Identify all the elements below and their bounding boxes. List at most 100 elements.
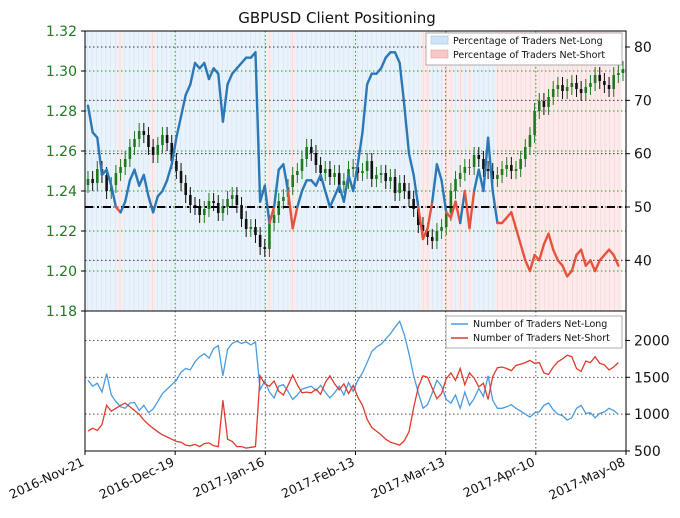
right-tick-label: 1000 [634, 407, 670, 423]
series-net-long-count [87, 319, 619, 421]
price-candle [412, 199, 415, 209]
pct-segment [589, 259, 597, 273]
price-candle [86, 179, 90, 185]
pct-segment [300, 179, 308, 193]
pct-segment [254, 51, 262, 203]
price-candle [230, 195, 234, 199]
price-candle [561, 85, 564, 91]
price-candle [556, 85, 560, 89]
price-candle [528, 135, 532, 147]
price-candle [105, 175, 108, 191]
price-candle [403, 183, 406, 191]
price-candle [189, 195, 192, 205]
price-candle [421, 225, 425, 231]
price-candle [156, 145, 160, 155]
price-candle [617, 73, 620, 75]
price-candle [537, 101, 541, 111]
pct-segment [170, 136, 178, 166]
price-candle [151, 147, 155, 155]
pct-segment [128, 168, 136, 182]
price-candle [435, 231, 439, 241]
price-candle [440, 227, 443, 231]
price-candle [524, 147, 527, 159]
price-candle [114, 173, 118, 185]
x-tick-label: 2016-Nov-21 [7, 454, 87, 502]
price-candle [407, 191, 411, 199]
pct-segment [333, 184, 341, 198]
pct-segment [161, 179, 169, 193]
price-candle [496, 175, 499, 179]
pct-segment [412, 173, 420, 209]
price-candle [142, 131, 146, 135]
price-candle [393, 177, 397, 193]
price-candle [426, 231, 429, 237]
pct-segment [472, 168, 480, 193]
pct-segment [449, 200, 457, 219]
price-candle [342, 181, 346, 185]
pct-segment [142, 173, 150, 198]
price-candle [598, 75, 602, 81]
legend-label: Percentage of Traders Net-Long [453, 36, 603, 47]
price-candle [314, 153, 318, 165]
price-candle [575, 83, 578, 89]
right-tick-label: 70 [634, 93, 652, 109]
pct-segment [393, 51, 401, 65]
price-candle [365, 161, 369, 171]
price-candle [533, 111, 536, 135]
price-candle [244, 219, 248, 229]
x-tick-label: 2016-Dec-19 [97, 454, 177, 502]
pct-segment [119, 200, 127, 214]
price-candle [221, 207, 225, 213]
pct-segment [268, 205, 276, 225]
pct-segment [365, 72, 373, 86]
price-candle [296, 171, 299, 175]
right-tick-label: 50 [634, 200, 652, 216]
price-candle [417, 209, 420, 225]
pct-segment [519, 243, 527, 262]
price-candle [226, 199, 229, 207]
price-candle [300, 159, 304, 171]
price-candle [310, 147, 313, 153]
pct-segment [324, 189, 332, 209]
pct-segment [203, 61, 211, 81]
price-candle [430, 237, 434, 241]
price-candle [137, 131, 141, 139]
price-candle [621, 69, 625, 73]
x-axis: 2016-Nov-21 2016-Dec-19 2017-Jan-16 2017-Fe… [7, 451, 627, 503]
price-candle [603, 81, 606, 85]
price-candle [328, 169, 332, 177]
pct-segment [528, 253, 536, 273]
price-candle [454, 179, 457, 191]
left-axis: 1.18 1.20 1.22 1.24 1.26 1.28 1.30 1.32 [46, 24, 85, 320]
price-candle [282, 197, 285, 201]
price-candle [323, 169, 327, 173]
price-candle [449, 191, 453, 213]
pct-segment [189, 61, 197, 86]
price-candle [240, 205, 243, 219]
pct-segment [593, 259, 601, 273]
pct-segment [165, 163, 173, 182]
pct-segment [351, 163, 360, 193]
legend-bottom: Number of Traders Net-Long Number of Trad… [445, 315, 623, 349]
price-candle [491, 171, 495, 179]
legend-label: Number of Traders Net-Short [473, 333, 610, 344]
price-candle [207, 201, 211, 209]
pct-segment [552, 248, 560, 262]
trader-count-series [87, 319, 619, 449]
left-tick-label: 1.28 [46, 104, 77, 120]
pct-segment [486, 136, 494, 193]
price-candle [463, 167, 467, 173]
price-candle [272, 215, 276, 223]
pct-segment [314, 173, 322, 187]
price-candle [147, 135, 150, 147]
price-candle [444, 213, 448, 227]
price-candle [333, 173, 336, 177]
pct-segment [342, 173, 350, 203]
price-candle [258, 235, 262, 247]
pct-segment [491, 189, 499, 225]
right-axis-bottom: 500 1000 1500 2000 [626, 333, 670, 460]
pct-segment [296, 189, 304, 209]
price-candle [472, 155, 476, 167]
pct-segment [263, 184, 271, 225]
pct-segment [463, 189, 471, 230]
